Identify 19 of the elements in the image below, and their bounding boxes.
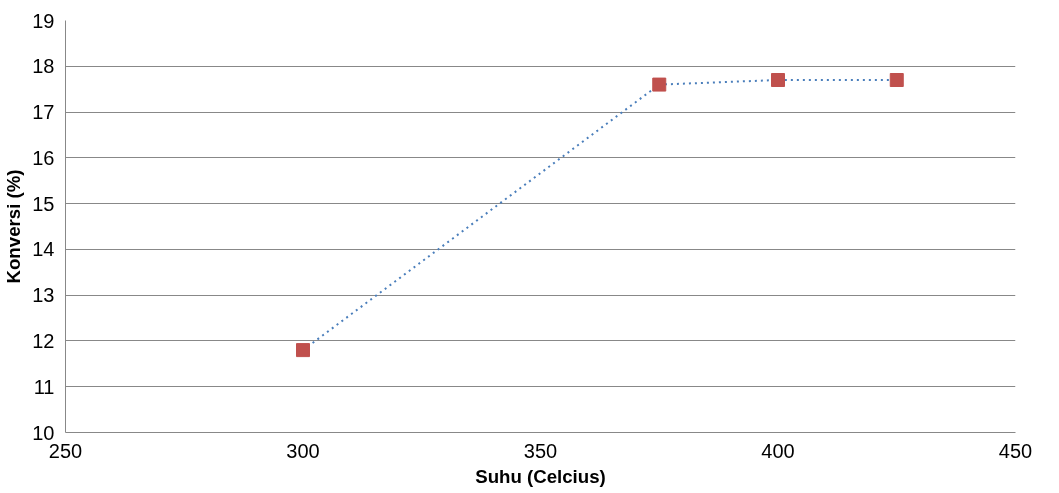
y-tick-label: 11 [33, 375, 55, 398]
y-tick-label: 12 [32, 329, 55, 352]
y-tick-label: 16 [32, 146, 55, 169]
point [652, 77, 667, 92]
y-tick-label: 14 [32, 238, 55, 261]
y-tick-label: 18 [32, 55, 55, 78]
point [771, 73, 785, 88]
x-tick-label: 300 [286, 439, 320, 462]
y-tick-label: 19 [32, 9, 55, 32]
point [889, 73, 904, 88]
x-tick-label: 400 [761, 439, 795, 462]
x-axis-title: Suhu (Celcius) [475, 465, 606, 487]
y-axis-title: Konversi (%) [3, 169, 25, 284]
y-tick-label: 17 [32, 101, 55, 124]
point [296, 343, 310, 358]
x-tick-label: 350 [523, 439, 558, 462]
x-tick-label: 450 [998, 439, 1033, 462]
y-tick-label: 15 [32, 192, 55, 215]
y-tick-label: 13 [32, 284, 55, 307]
